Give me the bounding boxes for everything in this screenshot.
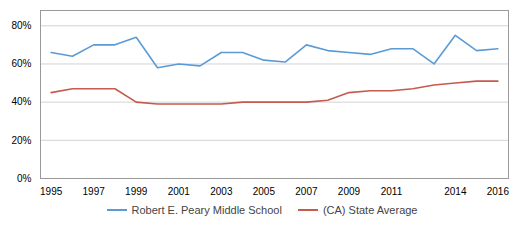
svg-text:40%: 40% xyxy=(11,96,31,107)
svg-text:1999: 1999 xyxy=(125,186,148,197)
svg-text:2016: 2016 xyxy=(487,186,510,197)
svg-text:1997: 1997 xyxy=(83,186,106,197)
svg-text:2005: 2005 xyxy=(253,186,276,197)
svg-text:2003: 2003 xyxy=(210,186,233,197)
svg-text:20%: 20% xyxy=(11,135,31,146)
svg-text:2014: 2014 xyxy=(444,186,467,197)
svg-text:80%: 80% xyxy=(11,20,31,31)
svg-text:0%: 0% xyxy=(17,173,32,184)
svg-text:2011: 2011 xyxy=(381,186,403,197)
svg-text:2001: 2001 xyxy=(168,186,191,197)
svg-text:1995: 1995 xyxy=(40,186,63,197)
html-text:Robert E. Peary Middle School: Robert E. Peary Middle School xyxy=(131,204,282,216)
svg-text:60%: 60% xyxy=(11,58,31,69)
html-text:(CA) State Average: (CA) State Average xyxy=(322,204,418,216)
svg-text:2009: 2009 xyxy=(338,186,361,197)
svg-text:2007: 2007 xyxy=(295,186,318,197)
